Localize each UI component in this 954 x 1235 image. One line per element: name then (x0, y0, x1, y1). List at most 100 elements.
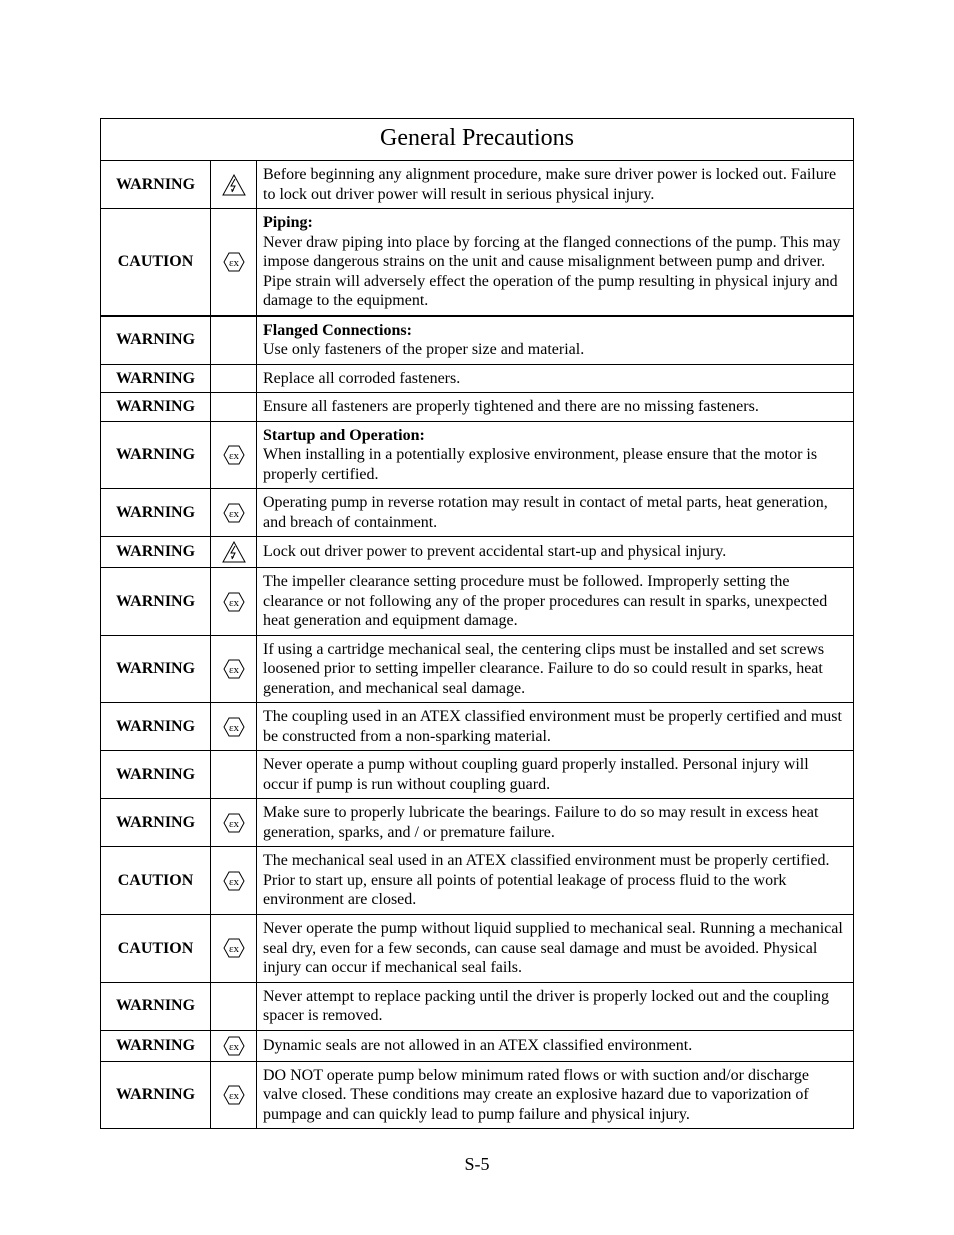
table-row: CAUTION εx Piping: Never draw piping into p… (101, 209, 854, 316)
svg-text:εx: εx (228, 508, 239, 520)
table-row: WARNING εx Dynamic seals are not allowed i… (101, 1030, 854, 1061)
precaution-heading: Flanged Connections: (263, 322, 412, 339)
page-number: S-5 (0, 1154, 954, 1175)
severity-level: WARNING (101, 751, 211, 799)
precaution-body: The impeller clearance setting procedure… (263, 573, 827, 629)
precaution-text: Never attempt to replace packing until t… (257, 982, 854, 1030)
precaution-body: Never attempt to replace packing until t… (263, 988, 829, 1025)
hazard-icon-cell (211, 393, 257, 422)
precaution-body: Use only fasteners of the proper size an… (263, 341, 584, 358)
hazard-icon-cell: εx (211, 568, 257, 636)
table-row: WARNING Before beginning any alignment pr… (101, 161, 854, 209)
severity-level: WARNING (101, 421, 211, 489)
hazard-icon-cell (211, 316, 257, 365)
ex-atex-icon: εx (222, 937, 246, 959)
table-row: WARNING εx Make sure to properly lubricate… (101, 799, 854, 847)
precaution-body: Never operate the pump without liquid su… (263, 920, 843, 976)
precaution-text: Before beginning any alignment procedure… (257, 161, 854, 209)
precaution-text: Ensure all fasteners are properly tighte… (257, 393, 854, 422)
hazard-icon-cell: εx (211, 489, 257, 537)
svg-text:εx: εx (228, 1041, 239, 1053)
table-row: WARNING εx Operating pump in reverse rotat… (101, 489, 854, 537)
table-row: WARNING Never attempt to replace packing … (101, 982, 854, 1030)
precaution-heading: Piping: (263, 214, 313, 231)
precaution-text: Piping: Never draw piping into place by f… (257, 209, 854, 316)
ex-atex-icon: εx (222, 870, 246, 892)
hazard-icon-cell (211, 161, 257, 209)
svg-text:εx: εx (228, 450, 239, 462)
ex-atex-icon: εx (222, 591, 246, 613)
ex-atex-icon: εx (222, 444, 246, 466)
svg-text:εx: εx (228, 818, 239, 830)
severity-level: WARNING (101, 316, 211, 365)
precaution-body: The mechanical seal used in an ATEX clas… (263, 852, 829, 908)
precaution-body: Lock out driver power to prevent acciden… (263, 543, 726, 560)
table-row: WARNING Lock out driver power to prevent … (101, 537, 854, 568)
severity-level: WARNING (101, 537, 211, 568)
table-row: CAUTIONεxThe mechanical seal used in an … (101, 847, 854, 915)
ex-atex-icon: εx (222, 502, 246, 524)
svg-text:εx: εx (228, 1090, 239, 1102)
severity-level: WARNING (101, 489, 211, 537)
table-row: WARNINGEnsure all fasteners are properly… (101, 393, 854, 422)
precaution-text: Make sure to properly lubricate the bear… (257, 799, 854, 847)
severity-level: CAUTION (101, 914, 211, 982)
precaution-text: Never operate the pump without liquid su… (257, 914, 854, 982)
precaution-text: Lock out driver power to prevent acciden… (257, 537, 854, 568)
svg-text:εx: εx (228, 664, 239, 676)
table-row: WARNING εx Startup and Operation: When inst… (101, 421, 854, 489)
hazard-icon-cell: εx (211, 1030, 257, 1061)
precaution-heading: Startup and Operation: (263, 427, 425, 444)
svg-text:εx: εx (228, 943, 239, 955)
severity-level: WARNING (101, 568, 211, 636)
hazard-icon-cell (211, 751, 257, 799)
precaution-body: Ensure all fasteners are properly tighte… (263, 398, 759, 415)
severity-level: WARNING (101, 364, 211, 393)
precaution-text: Never operate a pump without coupling gu… (257, 751, 854, 799)
precaution-body: Before beginning any alignment procedure… (263, 166, 836, 203)
precaution-body: The coupling used in an ATEX classified … (263, 708, 842, 745)
severity-level: WARNING (101, 982, 211, 1030)
hazard-icon-cell (211, 364, 257, 393)
precaution-text: Replace all corroded fasteners. (257, 364, 854, 393)
precautions-tbody: WARNING Before beginning any alignment pr… (101, 161, 854, 1129)
severity-level: WARNING (101, 703, 211, 751)
precaution-body: Never operate a pump without coupling gu… (263, 756, 809, 793)
svg-text:εx: εx (228, 722, 239, 734)
severity-level: WARNING (101, 161, 211, 209)
table-row: WARNING εx DO NOT operate pump below minim… (101, 1061, 854, 1129)
precaution-text: DO NOT operate pump below minimum rated … (257, 1061, 854, 1129)
ex-atex-icon: εx (222, 716, 246, 738)
precaution-body: Never draw piping into place by forcing … (263, 234, 840, 310)
table-row: WARNING Flanged Connections: Use only fast… (101, 316, 854, 365)
table-row: WARNING Replace all corroded fasteners. (101, 364, 854, 393)
page: General Precautions WARNINGBefore beginn… (0, 0, 954, 1235)
hazard-icon-cell (211, 537, 257, 568)
precaution-text: Dynamic seals are not allowed in an ATEX… (257, 1030, 854, 1061)
ex-atex-icon: εx (222, 251, 246, 273)
precaution-body: Dynamic seals are not allowed in an ATEX… (263, 1037, 692, 1054)
hazard-icon-cell: εx (211, 914, 257, 982)
table-row: CAUTION εx Never operate the pump without … (101, 914, 854, 982)
severity-level: CAUTION (101, 209, 211, 316)
precaution-body: When installing in a potentially explosi… (263, 446, 817, 483)
hazard-icon-cell: εx (211, 209, 257, 316)
precaution-body: Make sure to properly lubricate the bear… (263, 804, 818, 841)
severity-level: WARNING (101, 1030, 211, 1061)
svg-text:εx: εx (228, 257, 239, 269)
electric-hazard-icon (222, 541, 246, 563)
table-row: WARNING εx The coupling used in an ATEX cl… (101, 703, 854, 751)
hazard-icon-cell: εx (211, 635, 257, 703)
precaution-body: Operating pump in reverse rotation may r… (263, 494, 828, 531)
precaution-body: Replace all corroded fasteners. (263, 370, 460, 387)
svg-text:εx: εx (228, 876, 239, 888)
hazard-icon-cell (211, 982, 257, 1030)
severity-level: WARNING (101, 1061, 211, 1129)
severity-level: WARNING (101, 799, 211, 847)
precaution-text: The coupling used in an ATEX classified … (257, 703, 854, 751)
precautions-table: General Precautions WARNINGBefore beginn… (100, 118, 854, 1129)
hazard-icon-cell: εx (211, 1061, 257, 1129)
ex-atex-icon: εx (222, 1084, 246, 1106)
ex-atex-icon: εx (222, 1035, 246, 1057)
svg-text:εx: εx (228, 597, 239, 609)
